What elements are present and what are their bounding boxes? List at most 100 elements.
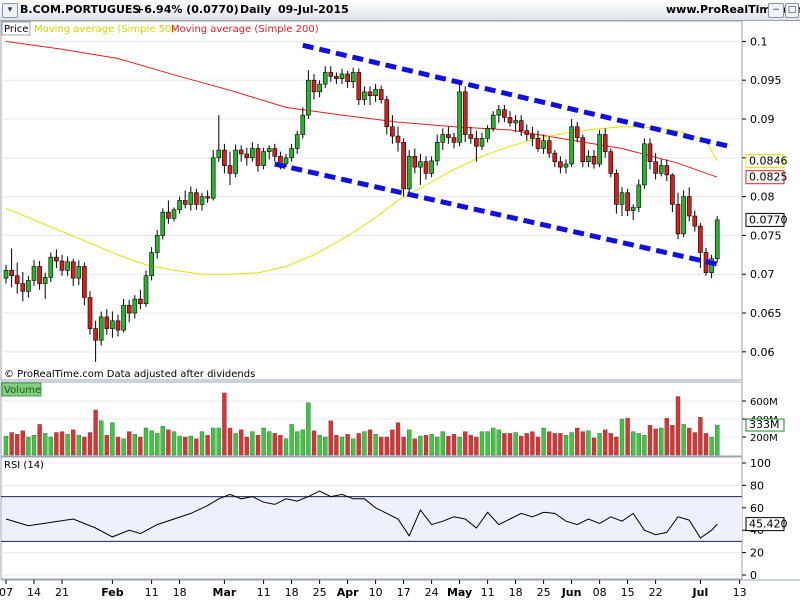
rsi-tick-label: 80 (750, 479, 764, 492)
volume-bar (513, 432, 518, 456)
volume-bar (614, 436, 619, 456)
volume-bar (715, 424, 720, 456)
volume-bar (126, 431, 132, 456)
candle-body (244, 153, 250, 159)
volume-tick-label: 200M (750, 433, 778, 444)
volume-bar (485, 431, 490, 456)
ma200-value-badge-box (745, 170, 785, 185)
x-tick-label: 25 (537, 586, 551, 599)
volume-bar (70, 429, 76, 456)
symbol-name[interactable]: B.COM.PORTUGUES (20, 3, 141, 16)
volume-bar (121, 438, 126, 456)
ma50-label[interactable]: Moving average (Simple 50) (34, 24, 175, 35)
x-tick-label: 18 (285, 586, 299, 599)
volume-label[interactable]: Volume (4, 385, 41, 396)
rsi-tick-label: 0 (750, 569, 757, 582)
site-url[interactable]: www.ProRealTime.com (666, 3, 800, 16)
candle-body (339, 73, 345, 79)
candle-body (334, 76, 339, 79)
ma50-value-badge: 0.0846 (749, 154, 788, 167)
volume-bar (182, 436, 188, 456)
volume-bar (54, 432, 59, 456)
volume-bar (149, 430, 154, 456)
candle-body (446, 134, 451, 138)
volume-bar (412, 438, 417, 456)
candle-body (31, 266, 37, 281)
last-price-badge-box (745, 212, 785, 227)
volume-bar (37, 424, 42, 456)
candle-body (692, 215, 698, 227)
candle-body (160, 211, 166, 236)
candle-body (535, 138, 541, 149)
volume-bar (278, 435, 283, 456)
ma200-label[interactable]: Moving average (Simple 200) (171, 24, 319, 35)
period-label: Daily (240, 3, 272, 16)
candle-body (222, 149, 227, 166)
candle-body (434, 141, 440, 162)
candle-body (468, 134, 474, 139)
candle-body (76, 266, 82, 279)
volume-bar (255, 435, 261, 456)
candle-body (440, 134, 446, 143)
candle-body (194, 192, 199, 205)
price-tick-label: 0.09 (750, 113, 775, 126)
x-tick-label: 25 (313, 586, 327, 599)
volume-bar (418, 435, 423, 456)
candle-body (37, 266, 42, 284)
volume-bar (429, 434, 434, 456)
volume-bar (311, 430, 317, 456)
volume-bar (300, 429, 305, 456)
volume-bar (502, 433, 507, 456)
candle-body (149, 252, 154, 277)
volume-bar (541, 427, 546, 456)
volume-bar (591, 437, 597, 456)
candle-body (283, 157, 289, 165)
volume-bar (373, 434, 378, 456)
price-tick-label: 0.08 (750, 191, 775, 204)
x-tick-label: 15 (621, 586, 635, 599)
volume-bar (362, 431, 367, 456)
volume-bar (177, 435, 182, 456)
volume-bar (104, 435, 110, 456)
candle-body (541, 140, 546, 149)
volume-bar (709, 436, 714, 456)
candle-body (390, 126, 395, 137)
candle-body (630, 207, 636, 211)
volume-bar (552, 433, 557, 456)
maximize-icon[interactable]: □ (785, 3, 799, 18)
volume-bar (636, 433, 641, 456)
x-tick-label: 14 (27, 586, 41, 599)
menu-icon[interactable]: ▾ (2, 3, 18, 18)
x-tick-label: 24 (425, 586, 439, 599)
x-tick-label: 17 (397, 586, 411, 599)
volume-bar (524, 433, 529, 456)
candle-body (378, 89, 384, 100)
volume-bar (586, 430, 591, 456)
rsi-label[interactable]: RSI (14) (4, 460, 44, 471)
price-label[interactable]: Price (4, 24, 28, 35)
candle-body (300, 114, 306, 135)
volume-bar (87, 432, 93, 456)
candle-body (451, 137, 457, 143)
volume-bar (110, 422, 115, 456)
volume-bar (154, 433, 160, 456)
candle-body (485, 128, 490, 139)
volume-value-badge-box (745, 418, 785, 432)
candle-body (406, 155, 412, 190)
volume-bar (507, 433, 513, 456)
volume-bar (261, 427, 266, 456)
volume-bar (345, 434, 350, 456)
candle-body (289, 148, 294, 159)
volume-bar (580, 431, 585, 456)
volume-bar (250, 431, 255, 456)
candle-body (59, 260, 65, 271)
candle-body (3, 270, 9, 279)
candle-body (138, 298, 143, 305)
ma200-line (5, 40, 718, 178)
candle-body (20, 283, 26, 292)
close-panel-icon[interactable]: − (768, 3, 784, 18)
x-tick-label: May (447, 586, 472, 599)
volume-bar (440, 431, 445, 456)
candle-body (227, 165, 233, 174)
